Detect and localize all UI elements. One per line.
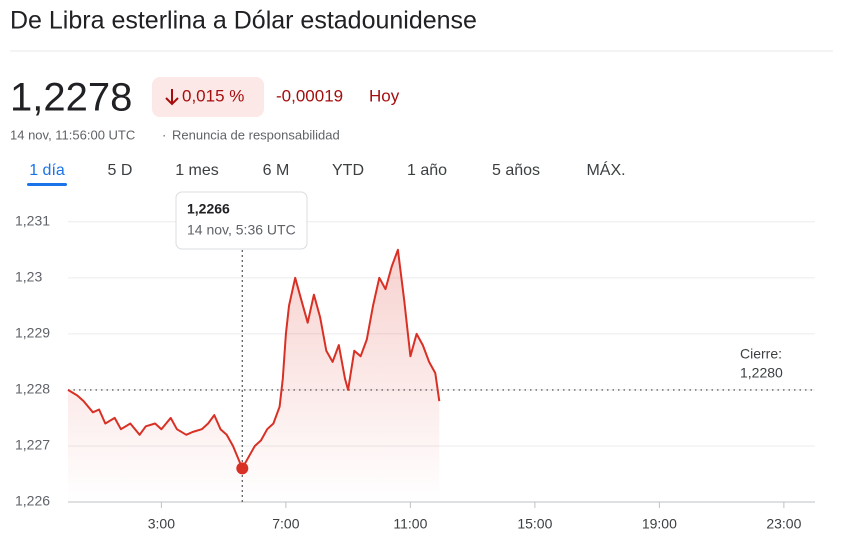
chart: 1,226 1,227 1,228 1,229 1,23 1,231 3:00 7:00 11:… [15, 191, 815, 532]
range-tab[interactable]: MÁX. [586, 160, 625, 179]
x-tick-label: 19:00 [642, 516, 677, 532]
range-tab[interactable]: YTD [332, 162, 364, 179]
y-tick-label: 1,231 [15, 213, 50, 229]
price-line [67, 248, 441, 470]
tab-underline [27, 183, 67, 186]
previous-close-value: 1,2280 [740, 365, 783, 381]
previous-close-label: Cierre: [740, 346, 782, 362]
change-period: Hoy [369, 86, 400, 105]
title: De Libra esterlina a Dólar estadounidens… [10, 7, 477, 35]
tooltip-date: 14 nov, 5:36 UTC [187, 222, 296, 238]
tooltip-value: 1,2266 [187, 201, 230, 217]
change-percent: 0,015 % [182, 86, 244, 105]
change-value: -0,00019 [276, 86, 343, 105]
highlight-point [236, 462, 249, 475]
change-badge [152, 77, 264, 117]
range-tab[interactable]: 5 años [492, 162, 540, 179]
range-tab[interactable]: 1 mes [175, 162, 219, 179]
y-tick-label: 1,23 [15, 269, 42, 285]
range-tab[interactable]: 1 día [29, 162, 65, 179]
range-tab[interactable]: 1 año [407, 162, 447, 179]
timestamp: 14 nov, 11:56:00 UTC [10, 127, 135, 142]
range-tabs: 1 día 5 D 1 mes 6 M YTD 1 año 5 años MÁX. [27, 160, 626, 186]
separator: · [162, 127, 166, 142]
down-arrow [165, 89, 179, 106]
x-tick-label: 3:00 [148, 516, 175, 532]
range-tab[interactable]: 5 D [108, 162, 133, 179]
price: 1,2278 [10, 76, 132, 120]
x-tick-label: 7:00 [272, 516, 299, 532]
area [68, 249, 440, 502]
x-tick-label: 15:00 [517, 516, 552, 532]
disclaimer[interactable]: Renuncia de responsabilidad [172, 127, 340, 142]
y-tick-label: 1,226 [15, 493, 50, 509]
y-tick-label: 1,227 [15, 437, 50, 453]
x-tick-label: 23:00 [766, 516, 801, 532]
y-tick-label: 1,228 [15, 381, 50, 397]
y-tick-label: 1,229 [15, 325, 50, 341]
tooltip [175, 191, 308, 250]
range-tab[interactable]: 6 M [263, 162, 290, 179]
x-tick-label: 11:00 [393, 516, 427, 532]
